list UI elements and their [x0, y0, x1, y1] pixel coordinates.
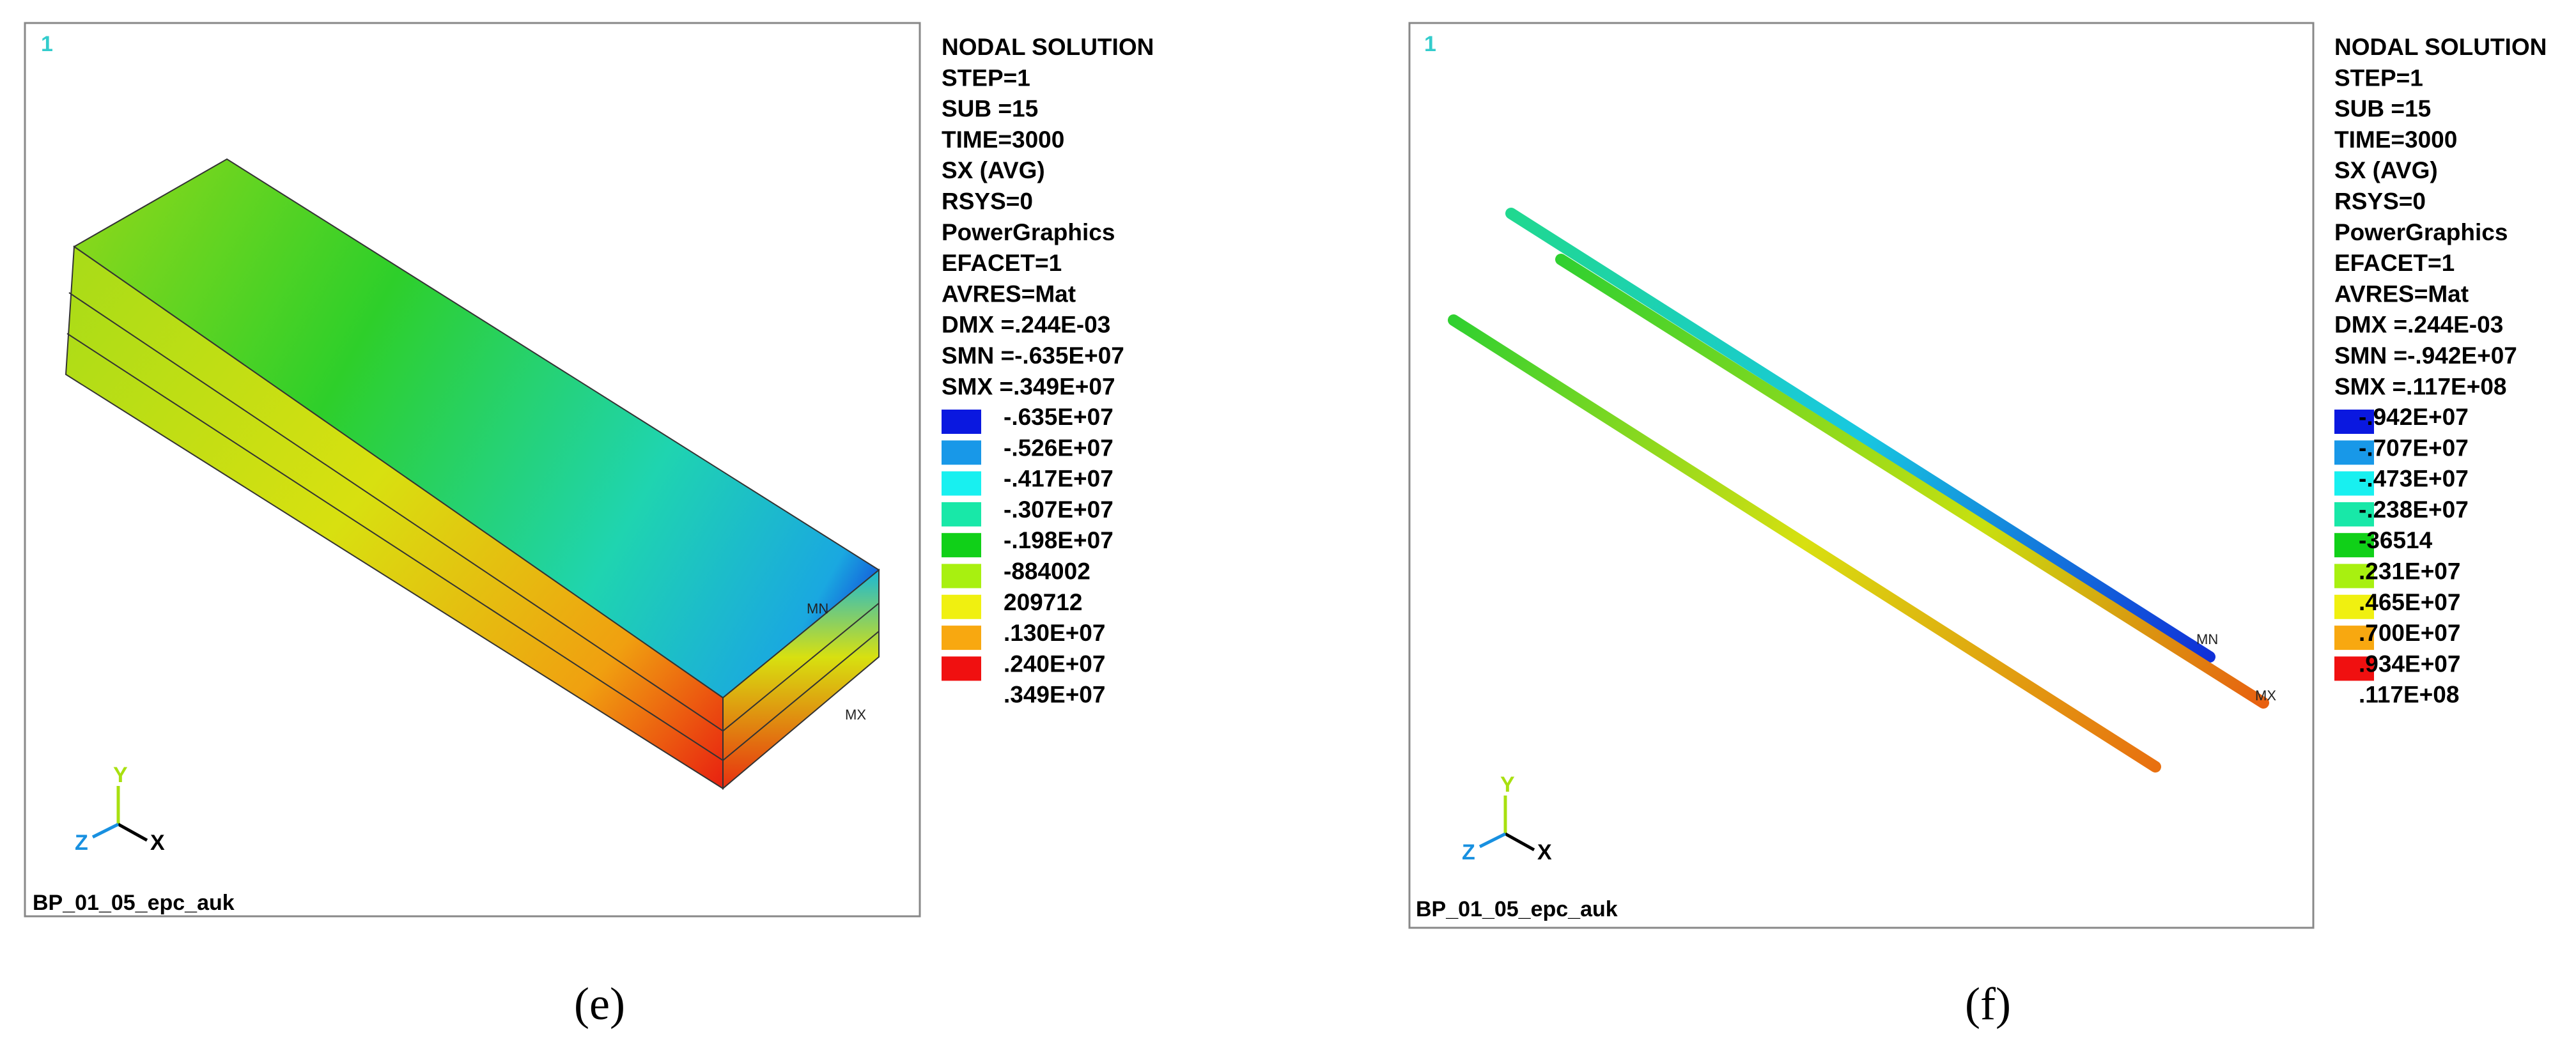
legend-swatch: [2334, 594, 2374, 619]
legend-level: -884002: [1004, 558, 1090, 585]
legend-level: .349E+07: [1004, 682, 1105, 708]
max-marker: MX: [2255, 688, 2276, 704]
legend-info: NODAL SOLUTION: [942, 34, 1154, 60]
legend-level: -.307E+07: [1004, 496, 1113, 523]
legend-level: .700E+07: [2359, 620, 2460, 646]
legend-info: SMN =-.635E+07: [942, 342, 1124, 369]
legend-info: PowerGraphics: [2334, 219, 2508, 245]
model: [65, 158, 880, 790]
legend-swatch: [942, 440, 981, 465]
legend-info: EFACET=1: [942, 250, 1062, 276]
legend-swatch: [942, 656, 981, 681]
legend-info: TIME=3000: [942, 127, 1064, 153]
legend-info: RSYS=0: [942, 188, 1033, 215]
legend-level: .240E+07: [1004, 650, 1105, 677]
axis-z: [91, 822, 120, 839]
legend-swatch: [2334, 410, 2374, 434]
legend-level: -.473E+07: [2359, 466, 2469, 492]
model: [1448, 208, 2269, 773]
legend-swatch: [2334, 471, 2374, 496]
legend-level: -.526E+07: [1004, 435, 1113, 461]
legend-swatch: [2334, 440, 2374, 465]
legend-info: SUB =15: [2334, 96, 2431, 122]
legend-info: PowerGraphics: [942, 219, 1115, 245]
legend-info: STEP=1: [942, 65, 1030, 91]
legend-level: 209712: [1004, 589, 1082, 615]
legend-swatch: [2334, 564, 2374, 588]
legend-level: -.417E+07: [1004, 466, 1113, 492]
footer-label: BP_01_05_epc_auk: [33, 891, 235, 915]
min-marker: MN: [2196, 631, 2218, 647]
legend-level: -36514: [2359, 527, 2433, 553]
legend-swatch: [2334, 502, 2374, 527]
legend-swatch: [942, 564, 981, 588]
legend-info: DMX =.244E-03: [942, 312, 1110, 338]
legend-info: SUB =15: [942, 96, 1038, 122]
axis-label: Z: [1462, 840, 1475, 865]
legend-swatch: [942, 626, 981, 650]
axis-x: [1504, 832, 1535, 852]
legend-info: SMX =.117E+08: [2334, 373, 2506, 399]
legend-swatch: [2334, 626, 2374, 650]
axis-label: Z: [75, 831, 88, 855]
legend-swatch: [942, 410, 981, 434]
legend-info: AVRES=Mat: [942, 281, 1076, 307]
legend-swatch: [942, 594, 981, 619]
window-number: 1: [1424, 32, 1436, 56]
legend-info: DMX =.244E-03: [2334, 312, 2503, 338]
axis-x: [117, 822, 148, 842]
window-number: 1: [41, 32, 53, 56]
legend-level: -.635E+07: [1004, 404, 1113, 430]
legend-info: NODAL SOLUTION: [2334, 34, 2547, 60]
legend-level: .117E+08: [2359, 682, 2459, 708]
legend-swatch: [942, 502, 981, 527]
max-marker: MX: [845, 707, 866, 723]
legend-info: STEP=1: [2334, 65, 2423, 91]
caption: (e): [574, 978, 625, 1029]
legend-level: .231E+07: [2359, 558, 2460, 585]
legend-info: SX (AVG): [942, 157, 1045, 183]
footer-label: BP_01_05_epc_auk: [1416, 897, 1618, 921]
graphics-window: [1408, 22, 2315, 929]
legend-info: SMN =-.942E+07: [2334, 342, 2517, 369]
axis-label: X: [150, 831, 165, 855]
legend-info: RSYS=0: [2334, 188, 2426, 215]
legend-swatch: [942, 471, 981, 496]
legend-level: -.198E+07: [1004, 527, 1113, 553]
legend-level: -.942E+07: [2359, 404, 2469, 430]
legend-info: SMX =.349E+07: [942, 373, 1115, 399]
legend-level: .130E+07: [1004, 620, 1105, 646]
axis-label: Y: [1500, 773, 1515, 797]
legend-info: SX (AVG): [2334, 157, 2438, 183]
legend-swatch: [2334, 533, 2374, 558]
legend-level: .465E+07: [2359, 589, 2460, 615]
legend-info: EFACET=1: [2334, 250, 2455, 276]
legend-level: .934E+07: [2359, 650, 2460, 677]
min-marker: MN: [807, 601, 828, 617]
axis-label: X: [1537, 840, 1552, 865]
legend-level: -.707E+07: [2359, 435, 2469, 461]
caption: (f): [1965, 978, 2011, 1029]
axis-label: Y: [113, 763, 128, 787]
legend-info: AVRES=Mat: [2334, 281, 2469, 307]
legend-level: -.238E+07: [2359, 496, 2469, 523]
axis-z: [1478, 832, 1507, 849]
legend-swatch: [942, 533, 981, 558]
legend-info: TIME=3000: [2334, 127, 2457, 153]
legend-swatch: [2334, 656, 2374, 681]
